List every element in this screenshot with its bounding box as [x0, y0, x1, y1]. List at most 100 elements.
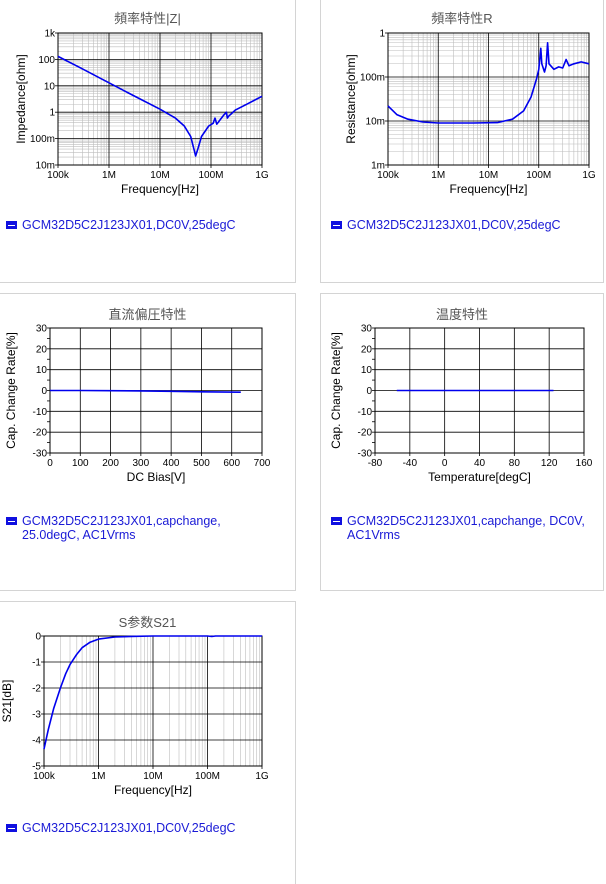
- grid: [385, 32, 590, 168]
- legend[interactable]: GCM32D5C2J123JX01,capchange, DC0V, AC1Vr…: [331, 514, 603, 544]
- series-line: [57, 55, 263, 157]
- y-tick-label: -10: [358, 407, 373, 418]
- legend[interactable]: GCM32D5C2J123JX01,capchange, 25.0degC, A…: [6, 514, 291, 544]
- x-tick-label: 1G: [582, 170, 596, 181]
- chart-title: 頻率特性|Z|: [114, 11, 181, 26]
- y-tick-label: 1: [379, 29, 385, 40]
- legend-label: GCM32D5C2J123JX01,capchange, 25.0degC, A…: [22, 514, 221, 542]
- temperature-chart-panel: 温度特性 -80 -40 0 40 80 120 160 -30 -20 -10 0 10 20 30 Te…: [320, 293, 604, 591]
- x-tick-label: 1G: [255, 170, 269, 181]
- x-axis-label: Temperature[degC]: [428, 470, 531, 484]
- y-tick-label: 30: [361, 324, 373, 335]
- y-tick-label: -20: [358, 428, 373, 439]
- impedance-chart: 100k 1M 10M 100M 1G 10m 100m 1 10 100 1k Frequency[…: [14, 29, 269, 197]
- x-tick-label: 1G: [255, 771, 269, 782]
- y-tick-label: 10m: [366, 117, 385, 128]
- y-axis-label: Cap. Change Rate[%]: [4, 332, 18, 449]
- grid: [372, 327, 585, 456]
- plot-frame: [57, 32, 263, 166]
- chart-title: 温度特性: [435, 307, 488, 322]
- chart-title: 頻率特性R: [431, 11, 493, 26]
- x-tick-label: 100M: [526, 170, 551, 181]
- resistance-chart: 100k 1M 10M 100M 1G 1m 10m 100m 1 Frequency[Hz] Re…: [344, 29, 596, 197]
- y-tick-label: 10: [44, 81, 56, 92]
- x-tick-label: 100M: [198, 170, 223, 181]
- resistance-chart-panel: 頻率特性R 100k 1M 10M 100M 1G 1m 10m 100m 1 Frequency…: [320, 0, 604, 283]
- x-tick-label: 40: [474, 458, 486, 469]
- dc-bias-chart: 0 100 200 300 400 500 600 700 -30 -20 -10 0 10 20 30 DC…: [4, 324, 271, 485]
- legend-label: GCM32D5C2J123JX01,DC0V,25degC: [22, 821, 236, 835]
- y-tick-label: -1: [32, 658, 41, 669]
- series-line: [43, 635, 262, 750]
- x-tick-label: 100k: [33, 771, 56, 782]
- grid: [55, 32, 263, 168]
- legend[interactable]: GCM32D5C2J123JX01,DC0V,25degC: [331, 218, 601, 234]
- x-tick-label: 100k: [47, 170, 70, 181]
- plot-frame: [374, 327, 585, 454]
- x-tick-label: 80: [509, 458, 521, 469]
- x-tick-label: 160: [576, 458, 593, 469]
- x-tick-label: 10M: [150, 170, 169, 181]
- x-tick-label: 120: [541, 458, 558, 469]
- x-tick-label: 10M: [143, 771, 162, 782]
- legend-swatch: [6, 824, 17, 832]
- y-tick-label: 100m: [30, 134, 55, 145]
- y-tick-label: 1m: [371, 161, 385, 172]
- x-tick-label: 0: [442, 458, 448, 469]
- series-line: [50, 389, 241, 393]
- y-axis-label: Cap. Change Rate[%]: [329, 332, 343, 449]
- legend[interactable]: GCM32D5C2J123JX01,DC0V,25degC: [6, 821, 291, 837]
- x-tick-label: 100M: [195, 771, 220, 782]
- chart-title: S参数S21: [118, 615, 177, 630]
- legend-swatch: [6, 517, 17, 525]
- x-tick-label: 0: [47, 458, 53, 469]
- impedance-chart-panel: 頻率特性|Z| 100k 1M 10M 100M 1G 10m 100m 1 10 100 1k Fr…: [0, 0, 296, 283]
- x-tick-label: 700: [254, 458, 271, 469]
- y-tick-label: -30: [358, 449, 373, 460]
- s21-chart: 100k 1M 10M 100M 1G -5 -4 -3 -2 -1 0 Frequency[Hz] S…: [0, 632, 269, 798]
- y-tick-label: -20: [33, 428, 48, 439]
- y-tick-label: 20: [361, 344, 373, 355]
- chart-title: 直流偏圧特性: [108, 307, 187, 322]
- y-tick-label: -4: [32, 736, 41, 747]
- y-tick-label: 10m: [36, 161, 55, 172]
- legend-label: GCM32D5C2J123JX01,capchange, DC0V, AC1Vr…: [347, 514, 585, 542]
- y-tick-label: 1k: [44, 29, 56, 40]
- grid: [41, 635, 263, 769]
- x-tick-label: -40: [403, 458, 418, 469]
- legend-swatch: [6, 221, 17, 229]
- x-tick-label: 300: [133, 458, 150, 469]
- x-tick-label: 1M: [92, 771, 106, 782]
- series-line: [387, 42, 590, 124]
- y-tick-label: -30: [33, 449, 48, 460]
- legend[interactable]: GCM32D5C2J123JX01,DC0V,25degC: [6, 218, 291, 234]
- x-axis-label: DC Bias[V]: [127, 470, 186, 484]
- y-tick-label: 0: [41, 386, 47, 397]
- y-tick-label: 100: [38, 55, 55, 66]
- y-tick-label: 0: [35, 632, 41, 643]
- legend-swatch: [331, 221, 342, 229]
- x-axis-label: Frequency[Hz]: [114, 783, 192, 797]
- plot-frame: [387, 32, 590, 166]
- y-axis-label: S21[dB]: [0, 680, 14, 723]
- x-tick-label: 600: [223, 458, 240, 469]
- y-tick-label: -2: [32, 684, 41, 695]
- x-tick-label: 100k: [377, 170, 400, 181]
- y-tick-label: 1: [49, 108, 55, 119]
- y-tick-label: -3: [32, 710, 41, 721]
- x-axis-label: Frequency[Hz]: [449, 182, 527, 196]
- y-tick-label: 0: [366, 386, 372, 397]
- y-tick-label: 10: [36, 365, 48, 376]
- legend-swatch: [331, 517, 342, 525]
- x-tick-label: 400: [163, 458, 180, 469]
- y-axis-label: Resistance[ohm]: [344, 54, 358, 143]
- y-tick-label: 10: [361, 365, 373, 376]
- x-tick-label: 100: [72, 458, 89, 469]
- legend-label: GCM32D5C2J123JX01,DC0V,25degC: [22, 218, 236, 232]
- legend-label: GCM32D5C2J123JX01,DC0V,25degC: [347, 218, 561, 232]
- dc-bias-chart-panel: 直流偏圧特性 0 100 200 300 400 500 600 700 -30 -20 -10 0 1…: [0, 293, 296, 591]
- x-axis-label: Frequency[Hz]: [121, 182, 199, 196]
- y-tick-label: 100m: [360, 73, 385, 84]
- x-tick-label: 500: [193, 458, 210, 469]
- x-tick-label: 200: [102, 458, 119, 469]
